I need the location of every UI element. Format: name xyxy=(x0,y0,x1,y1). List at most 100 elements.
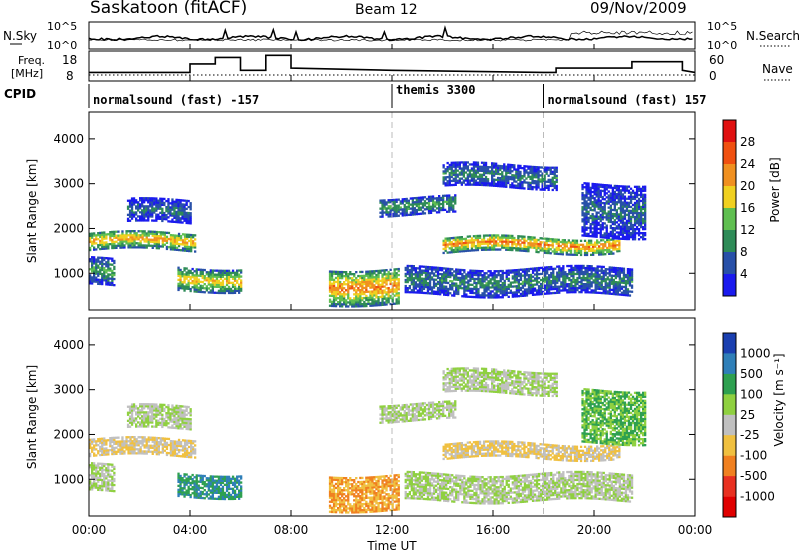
power-cell xyxy=(183,199,186,202)
power-cell xyxy=(223,291,227,295)
power-cell xyxy=(543,170,546,173)
power-cell xyxy=(361,282,364,286)
power-cell xyxy=(101,243,104,246)
power-cell xyxy=(566,264,569,268)
power-cell xyxy=(123,246,126,249)
power-cell xyxy=(375,269,378,273)
freq-label-line1: Freq. xyxy=(18,54,45,67)
power-cell xyxy=(411,205,414,208)
power-cell xyxy=(369,272,372,275)
power-cell xyxy=(115,230,118,233)
power-cell xyxy=(517,235,520,238)
power-cell xyxy=(468,183,472,186)
power-cell xyxy=(531,236,534,239)
power-cell xyxy=(610,276,613,279)
power-cell xyxy=(187,216,190,219)
power-cell xyxy=(447,271,450,274)
power-cell xyxy=(171,220,174,223)
power-cell xyxy=(472,165,476,168)
power-cell xyxy=(583,245,587,248)
power-cell xyxy=(586,285,589,288)
power-cell xyxy=(217,283,221,286)
power-cell xyxy=(357,295,360,298)
power-cell xyxy=(630,284,634,287)
power-cell xyxy=(393,210,396,214)
power-cell xyxy=(493,236,496,239)
power-cell xyxy=(484,167,488,171)
power-cell xyxy=(523,288,527,291)
power-cell xyxy=(179,268,182,272)
power-cell xyxy=(328,282,332,285)
power-cell xyxy=(410,275,413,278)
power-cell xyxy=(420,291,424,294)
power-cell xyxy=(620,293,624,296)
power-cell xyxy=(640,232,643,235)
power-cell xyxy=(611,214,614,218)
power-cell xyxy=(497,244,500,247)
power-cell xyxy=(527,165,530,168)
power-cell xyxy=(511,248,514,252)
power-cell xyxy=(139,215,142,218)
power-cell xyxy=(456,175,459,178)
power-cell xyxy=(592,291,595,294)
nsky-label: N.Sky xyxy=(3,29,37,43)
power-cell xyxy=(587,239,591,242)
power-cell xyxy=(470,175,474,178)
power-cell xyxy=(507,242,510,245)
power-cell xyxy=(367,274,370,277)
power-cell xyxy=(193,290,196,293)
power-cell xyxy=(450,179,453,183)
power-cell xyxy=(478,234,482,237)
power-cell xyxy=(533,182,536,185)
power-cell xyxy=(507,238,510,241)
power-cell xyxy=(397,204,400,207)
power-cell xyxy=(448,200,451,203)
power-cell xyxy=(635,211,639,215)
power-cell xyxy=(521,175,524,178)
power-cell xyxy=(113,261,116,265)
power-cell xyxy=(201,284,204,288)
power-cell xyxy=(179,207,182,210)
power-cell xyxy=(179,237,183,240)
power-cell xyxy=(600,281,603,285)
power-cell xyxy=(491,284,494,287)
power-cell xyxy=(109,263,112,266)
power-cell xyxy=(227,277,231,280)
power-cell xyxy=(436,276,440,280)
power-cell xyxy=(613,233,616,236)
power-cell xyxy=(555,250,558,253)
power-cell xyxy=(602,286,605,289)
power-cell xyxy=(587,216,590,219)
power-cell xyxy=(194,246,197,249)
power-cell xyxy=(575,253,579,256)
power-cell xyxy=(101,276,104,280)
power-cell xyxy=(495,290,498,293)
power-cell xyxy=(585,220,588,223)
power-cell xyxy=(491,238,494,241)
power-cell xyxy=(449,286,452,289)
power-cell xyxy=(418,289,422,292)
power-cell xyxy=(89,234,92,237)
power-cell xyxy=(630,268,634,271)
power-cell xyxy=(575,239,579,242)
power-cell xyxy=(614,266,617,270)
power-cell xyxy=(415,200,418,204)
power-cell xyxy=(614,242,617,245)
power-cell xyxy=(519,278,523,281)
power-cell xyxy=(595,185,598,188)
power-cell xyxy=(450,161,453,164)
power-cell xyxy=(343,295,346,298)
power-cell xyxy=(521,241,524,244)
power-cell xyxy=(609,196,612,199)
power-cell xyxy=(469,279,472,282)
power-cell xyxy=(393,202,396,206)
power-cell xyxy=(631,215,635,219)
power-cell xyxy=(328,278,332,281)
power-cell xyxy=(621,219,625,222)
power-cell xyxy=(129,238,132,241)
power-cell xyxy=(573,241,577,244)
power-cell xyxy=(147,199,150,202)
power-cell xyxy=(103,262,106,266)
power-cell xyxy=(165,214,168,217)
